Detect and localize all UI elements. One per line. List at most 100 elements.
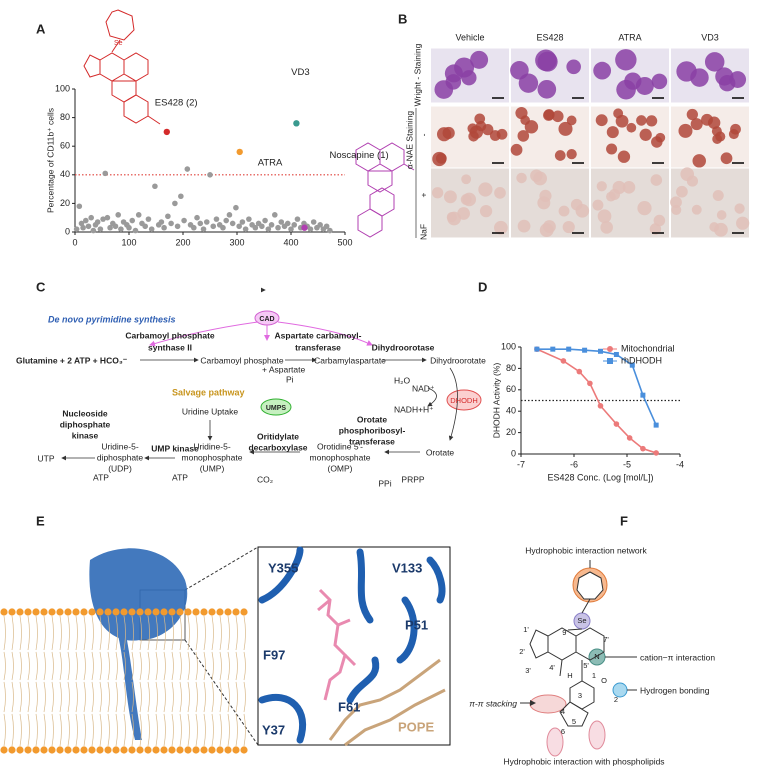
cell [566,59,581,75]
pharmacophore [520,560,637,757]
cell [606,143,618,155]
data-point [239,219,246,225]
lipid-head [112,746,120,754]
pathway-title: Salvage pathway [172,387,245,397]
lipid-tail [11,681,14,713]
interaction-label: cation−π interaction [640,652,715,662]
pathway-title: De novo pyrimidine synthesis [48,314,176,324]
data-point [200,226,207,232]
metabolite: Dihydroorotate [430,355,486,365]
data-point [284,220,291,227]
cell [431,187,444,199]
lipid-head [160,746,168,754]
lipid-tail [131,681,134,713]
cell [520,115,530,126]
x-tick-label: 0 [72,237,77,247]
lipid-tail [139,681,142,713]
data-point [102,170,109,177]
lipid-tail [131,651,134,681]
atom-label: Se [577,616,586,625]
lipid-tail [139,713,142,747]
metabolite: (OMP) [327,463,352,473]
lipid-tail [3,651,6,681]
x-tick-label: -5 [623,459,631,469]
data-point [165,213,171,220]
lipid-tail [75,615,78,651]
staining-panel: Vehicle ES428 ATRA VD3 [430,32,750,239]
highlight-point [301,224,308,231]
reagent: NADH+H⁺ [394,404,434,414]
enzyme: Oritidylate [257,431,299,441]
data-point [278,219,285,225]
lipid-tail [227,651,230,681]
lipid-tail [75,651,78,681]
cell [593,61,612,80]
data-point [129,217,136,224]
lipid-head [168,608,176,616]
cell [715,131,726,142]
panel-label: C [36,279,46,294]
data-point [115,212,121,218]
naf-state: + [418,192,428,197]
residue-label: P51 [405,617,428,632]
data-point [613,421,620,427]
lipid-tail [179,651,182,681]
cell [671,204,682,215]
data-point [242,226,249,232]
lipid-tail [131,713,134,747]
row-label: Wright - Staining [412,43,422,106]
enzyme-badge: CAD [259,316,274,323]
lipid-tail [219,651,222,681]
lipid-tail [187,615,190,651]
data-point [126,224,132,231]
reagent: CO₂ [257,474,273,484]
data-point [550,346,556,352]
data-point [83,217,89,224]
lipid-tail [51,651,54,681]
reagent: ATP [172,472,188,482]
lipid-tail [179,615,182,651]
lipid-tail [123,713,126,747]
cell [592,199,604,211]
y-tick-label: 80 [506,363,516,373]
cell [645,115,658,127]
lipid-head [144,746,152,754]
residue-label: V133 [392,560,422,575]
lipid-tail [187,681,190,713]
lipid-head [48,608,56,616]
lipid-tail [19,681,22,713]
data-point [118,226,124,232]
cell [597,209,612,224]
lipid-tail [83,713,86,747]
lipid-head [232,608,240,616]
data-point [226,212,233,218]
lipid-head [152,746,160,754]
reagent: Pi [286,374,294,384]
column-label: ATRA [618,32,641,42]
lipid-head [184,608,192,616]
data-point [203,219,210,225]
cell [494,186,506,199]
data-point [148,226,155,232]
data-point [294,216,301,222]
lipid-tail [179,713,182,747]
lipid-tail [155,615,158,651]
cell [720,152,733,165]
cell [635,76,654,95]
x-tick-label: -6 [570,459,578,469]
lipid-tail [91,615,94,651]
atom-label: 1 [592,671,596,680]
cell [704,52,725,72]
lipid-head [48,746,56,754]
cell [606,126,619,139]
lipid-head [64,608,72,616]
lipid-tail [243,713,246,747]
lipid-head [56,608,64,616]
lipid-tail [227,713,230,747]
y-tick-label: 40 [60,169,70,179]
metabolite: Uridine-5- [193,441,230,451]
atom-label: 4 [561,707,565,716]
residue-label: Y37 [262,722,285,737]
data-point [560,358,567,364]
lipid-tail [43,713,46,747]
